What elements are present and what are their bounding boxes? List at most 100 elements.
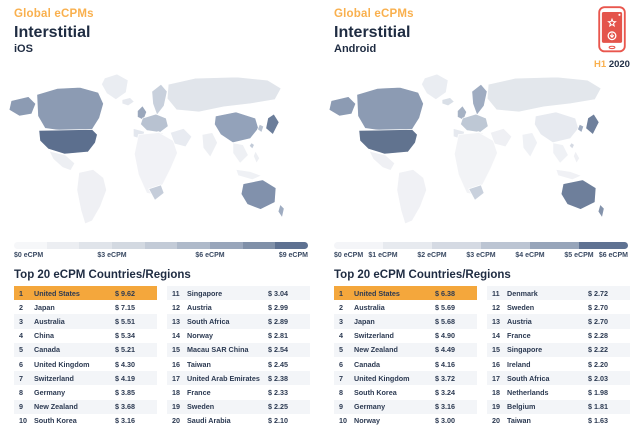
legend-gradient-bar [14,242,308,249]
legend-segment [177,242,211,249]
country-cell: Taiwan [187,359,211,369]
rank-cell: 10 [339,416,347,426]
map-region-china [534,111,579,144]
country-cell: Austria [507,316,532,326]
country-cell: Switzerland [34,373,74,383]
legend-tick-label: $2 eCPM [417,252,447,259]
rank-cell: 17 [492,373,500,383]
rank-cell: 14 [172,331,180,341]
country-cell: Denmark [507,288,538,298]
country-cell: Netherlands [507,387,549,397]
map-region-mexico [368,150,396,171]
rank-cell: 5 [339,345,343,355]
map-region-uk [137,105,148,121]
legend-tick-labels: $0 eCPM $1 eCPM $2 eCPM $3 eCPM $4 eCPM $5 eC… [334,252,628,262]
ecpm-value-cell: $ 2.81 [268,331,288,341]
country-cell: Canada [354,359,380,369]
rank-cell: 9 [19,402,23,412]
table-row: 14 France $ 2.28 [487,329,630,343]
country-cell: United Kingdom [34,359,90,369]
rank-cell: 19 [492,402,500,412]
ecpm-value-cell: $ 5.68 [435,316,455,326]
panel-android: Global eCPMs Interstitial Android $0 eCP… [320,0,640,428]
phone-download-icon [598,6,626,53]
legend-segment [242,242,276,249]
ecpm-value-cell: $ 5.51 [115,316,135,326]
legend-segment [14,242,47,249]
rank-cell: 19 [172,402,180,412]
legend-tick-label: $3 eCPM [466,252,496,259]
map-region-india [201,132,218,158]
ecpm-value-cell: $ 2.03 [588,373,608,383]
table-row: 13 Austria $ 2.70 [487,314,630,329]
table-row: 20 Saudi Arabia $ 2.10 [167,414,310,428]
ecpm-value-cell: $ 2.70 [588,302,608,312]
map-region-japan [265,113,280,136]
ecpm-value-cell: $ 2.28 [588,331,608,341]
country-cell: Taiwan [507,416,531,426]
table-row: 17 South Africa $ 2.03 [487,371,630,386]
country-cell: Sweden [187,402,215,412]
legend-tick-labels: $0 eCPM $3 eCPM $6 eCPM $9 eCPM [14,252,308,262]
ecpm-scale-legend: $0 eCPM $1 eCPM $2 eCPM $3 eCPM $4 eCPM $5 eC… [334,242,628,262]
panel-ios: Global eCPMs Interstitial iOS $0 eCPM $3 … [0,0,320,428]
rank-cell: 12 [492,302,500,312]
map-region-taiwan [248,142,255,150]
map-region-new_zealand [277,203,285,219]
map-region-uk [457,105,468,121]
table-row: 8 Germany $ 3.85 [14,385,157,399]
legend-gradient-bar [334,242,628,249]
country-cell: United Kingdom [354,373,410,383]
ecpm-value-cell: $ 2.70 [588,316,608,326]
ecpm-value-cell: $ 1.81 [588,402,608,412]
rank-cell: 4 [19,331,23,341]
period-year: 2020 [608,59,630,70]
table-row: 11 Denmark $ 2.72 [487,286,630,301]
table-row: 2 Japan $ 7.15 [14,300,157,314]
rank-cell: 20 [172,416,180,426]
map-region-se_asia [232,142,249,164]
country-cell: China [34,331,54,341]
table-row: 3 Australia $ 5.51 [14,314,157,329]
ecpm-value-cell: $ 2.20 [588,359,608,369]
rank-cell: 14 [492,331,500,341]
map-region-europe [460,113,489,133]
table-row: 10 Norway $ 3.00 [334,414,477,428]
rank-cell: 2 [19,302,23,312]
country-cell: South Africa [187,316,230,326]
table-column-11-20: 11 Singapore $ 3.04 12 Austria $ 2.99 13 South … [167,286,310,428]
map-region-europe [140,113,169,133]
star-inner [609,20,615,25]
rank-cell: 11 [172,288,180,298]
map-region-mexico [48,150,76,171]
country-cell: Germany [354,402,386,412]
ecpm-value-cell: $ 2.22 [588,345,608,355]
country-cell: France [187,387,211,397]
map-region-scandinavia [151,83,168,116]
legend-tick-label: $4 eCPM [515,252,545,259]
table-row: 9 New Zealand $ 3.68 [14,399,157,414]
table-row: 18 Netherlands $ 1.98 [487,385,630,399]
rank-cell: 15 [172,345,180,355]
country-cell: Switzerland [354,331,394,341]
table-row: 4 Switzerland $ 4.90 [334,329,477,343]
home-button [608,45,616,50]
table-column-1-10: 1 United States $ 6.38 2 Australia $ 5.69 3 Jap… [334,286,477,428]
map-region-russia [166,76,282,113]
country-cell: Norway [187,331,213,341]
ecpm-scale-legend: $0 eCPM $3 eCPM $6 eCPM $9 eCPM [14,242,308,262]
table-row: 19 Belgium $ 1.81 [487,399,630,414]
legend-segment [112,242,145,249]
legend-segment [46,242,80,249]
rank-cell: 6 [339,359,343,369]
rank-cell: 15 [492,345,500,355]
legend-tick-label: $0 eCPM [334,252,364,259]
country-cell: Sweden [507,302,535,312]
legend-segment [579,242,628,249]
map-region-canada [36,86,104,132]
table-row: 18 France $ 2.33 [167,385,310,399]
rank-cell: 5 [19,345,23,355]
ecpm-value-cell: $ 3.72 [435,373,455,383]
